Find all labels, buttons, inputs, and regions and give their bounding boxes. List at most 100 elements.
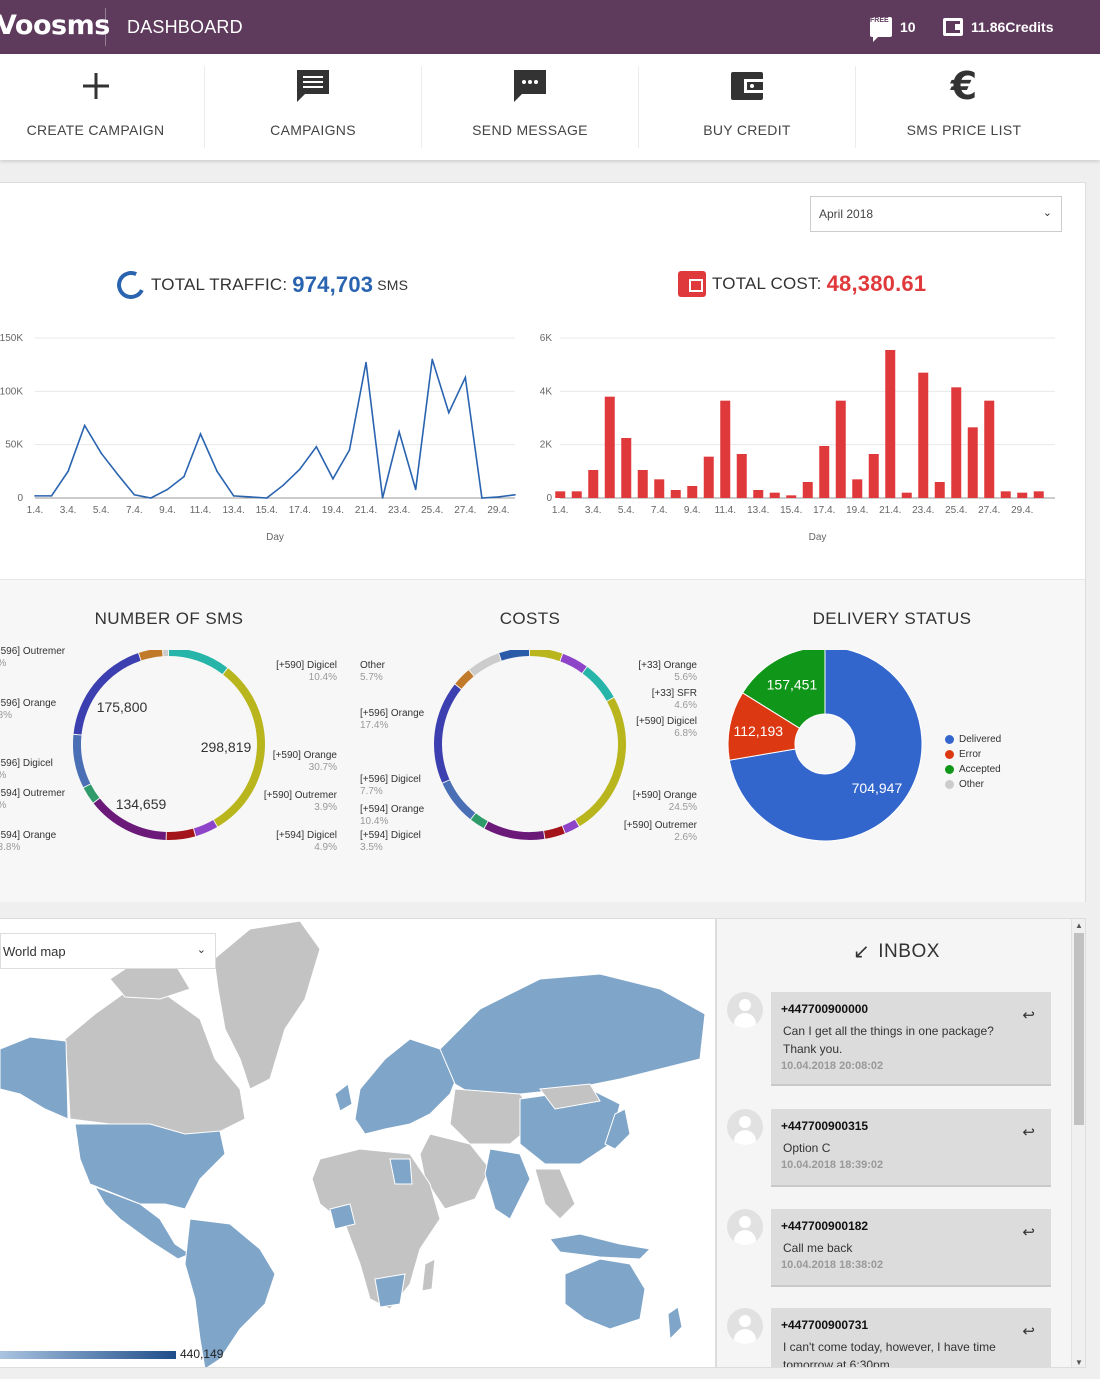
legend-dot	[945, 735, 954, 744]
world-map[interactable]	[0, 919, 716, 1368]
map-middle-east[interactable]	[419, 1133, 491, 1210]
scroll-up-icon[interactable]: ▲	[1075, 921, 1083, 930]
sms-price-list-button[interactable]: € SMS PRICE LIST	[855, 64, 1072, 148]
cost-bar-chart: 0 2K 4K 6K 1.4. 3.4. 5.4. 7.4. 9.4. 11.4. 13.4. 15.…	[540, 333, 1055, 543]
reply-icon[interactable]: ↩	[1022, 1224, 1035, 1241]
scroll-down-icon[interactable]: ▼	[1075, 1358, 1083, 1367]
map-central-asia[interactable]	[449, 1088, 541, 1145]
map-south-africa[interactable]	[374, 1273, 406, 1308]
sms-price-list-label: SMS PRICE LIST	[906, 122, 1022, 138]
data-point	[282, 484, 285, 486]
y-tick-label: 0	[17, 493, 23, 504]
map-type-select[interactable]: World map ⌄	[0, 933, 216, 969]
map-indonesia[interactable]	[549, 1233, 652, 1260]
legend-item-other[interactable]: Other	[945, 777, 1001, 792]
map-usa[interactable]	[74, 1123, 226, 1210]
data-point	[232, 495, 235, 497]
map-south-america[interactable]	[184, 1218, 276, 1368]
message-bubble[interactable]: +447700900000 Can I get all the things i…	[771, 992, 1051, 1086]
x-tick-label: 21.4.	[355, 505, 377, 516]
inbox-scrollbar[interactable]: ▲ ▼	[1071, 919, 1085, 1367]
message-date: 10.04.2018 20:08:02	[781, 1060, 884, 1072]
map-color-scale	[0, 1351, 176, 1359]
map-russia[interactable]	[439, 973, 706, 1100]
credits-counter[interactable]: 11.86Credits	[943, 14, 1054, 40]
map-west-africa[interactable]	[329, 1203, 356, 1230]
label-percent: 3.9%	[314, 802, 337, 813]
data-point	[249, 496, 251, 498]
map-egypt[interactable]	[389, 1158, 413, 1185]
map-new-zealand[interactable]	[667, 1306, 683, 1341]
app-logo[interactable]: Voosms	[0, 10, 110, 41]
cost-bar	[901, 492, 912, 498]
map-japan[interactable]	[604, 1108, 631, 1150]
data-point	[116, 473, 119, 476]
label-percent: 9%	[0, 770, 53, 782]
free-sms-counter[interactable]: FREE 10	[870, 14, 916, 42]
label-percent: 10.4%	[308, 672, 337, 683]
x-tick-label: 15.4.	[780, 505, 802, 516]
data-point	[481, 497, 483, 499]
x-tick-label: 29.4.	[487, 505, 509, 516]
cost-bar	[984, 400, 995, 498]
legend-item-delivered[interactable]: Delivered	[945, 732, 1001, 747]
message-bubble[interactable]: +447700900315 Option C 10.04.2018 18:39:…	[771, 1109, 1051, 1187]
chevron-down-icon: ⌄	[1042, 207, 1052, 219]
reply-icon[interactable]: ↩	[1022, 1124, 1035, 1141]
map-southeast-asia[interactable]	[534, 1168, 576, 1220]
message-date: 10.04.2018 18:38:02	[781, 1259, 884, 1271]
data-point	[50, 495, 53, 497]
x-tick-label: 13.4.	[747, 505, 769, 516]
data-point	[83, 424, 86, 427]
buy-credit-button[interactable]: BUY CREDIT	[638, 66, 855, 148]
message-icon	[422, 66, 638, 106]
reply-icon[interactable]: ↩	[1022, 1007, 1035, 1024]
map-india[interactable]	[484, 1148, 531, 1220]
campaigns-button[interactable]: CAMPAIGNS	[204, 66, 421, 148]
send-message-button[interactable]: SEND MESSAGE	[421, 66, 638, 148]
message-bubble[interactable]: +447700900182 Call me back 10.04.2018 18…	[771, 1209, 1051, 1287]
map-central-america[interactable]	[93, 1186, 192, 1260]
legend-item-error[interactable]: Error	[945, 747, 1001, 762]
x-tick-label: 5.4.	[618, 505, 635, 516]
x-tick-label: 19.4.	[846, 505, 868, 516]
legend-label: Other	[959, 779, 985, 790]
map-mongolia[interactable]	[539, 1083, 601, 1110]
avatar	[727, 992, 763, 1028]
donut-slice-label: [+596] Orange18%	[0, 698, 56, 722]
create-campaign-button[interactable]: CREATE CAMPAIGN	[0, 66, 204, 148]
map-alaska[interactable]	[0, 1036, 69, 1120]
donut-slice-label: [+594] Outremer4%	[0, 788, 65, 812]
label-name: [+594] Orange	[360, 804, 425, 815]
map-madagascar[interactable]	[421, 1258, 436, 1292]
free-icon-text: FREE	[870, 17, 889, 24]
message-bubble[interactable]: +447700900731 I can't come today, howeve…	[771, 1308, 1051, 1367]
scrollbar-thumb[interactable]	[1074, 933, 1084, 1125]
costs-title: COSTS	[499, 609, 561, 628]
month-select[interactable]: April 2018 ⌄	[810, 196, 1062, 232]
donut-slice	[442, 780, 476, 820]
data-point	[183, 475, 185, 478]
data-point	[265, 497, 268, 499]
statistics-panel: April 2018 ⌄ TOTAL TRAFFIC: 974,703 SMS …	[0, 182, 1086, 902]
avatar	[727, 1308, 763, 1344]
cost-bar	[786, 495, 797, 498]
donut-slice	[530, 650, 563, 662]
arrow-down-left-icon: ↙	[853, 941, 871, 963]
y-tick-label: 2K	[540, 440, 553, 451]
reply-icon[interactable]: ↩	[1022, 1323, 1035, 1340]
x-tick-label: 25.4.	[421, 505, 443, 516]
map-canada[interactable]	[64, 988, 246, 1135]
map-uk[interactable]	[334, 1083, 353, 1112]
map-greenland[interactable]	[213, 920, 321, 1090]
x-tick-label: 17.4.	[813, 505, 835, 516]
label-name: [+594] Outremer	[0, 788, 66, 799]
label-name: [+590] Outremer	[623, 820, 697, 831]
map-australia[interactable]	[564, 1258, 646, 1330]
label-name: [+596] Orange	[360, 708, 425, 719]
map-china[interactable]	[519, 1088, 621, 1165]
legend-item-accepted[interactable]: Accepted	[945, 762, 1001, 777]
cost-bar	[687, 486, 698, 498]
x-tick-label: 19.4.	[322, 505, 344, 516]
donut-slice-label: [+596] Digicel9%	[0, 758, 53, 782]
